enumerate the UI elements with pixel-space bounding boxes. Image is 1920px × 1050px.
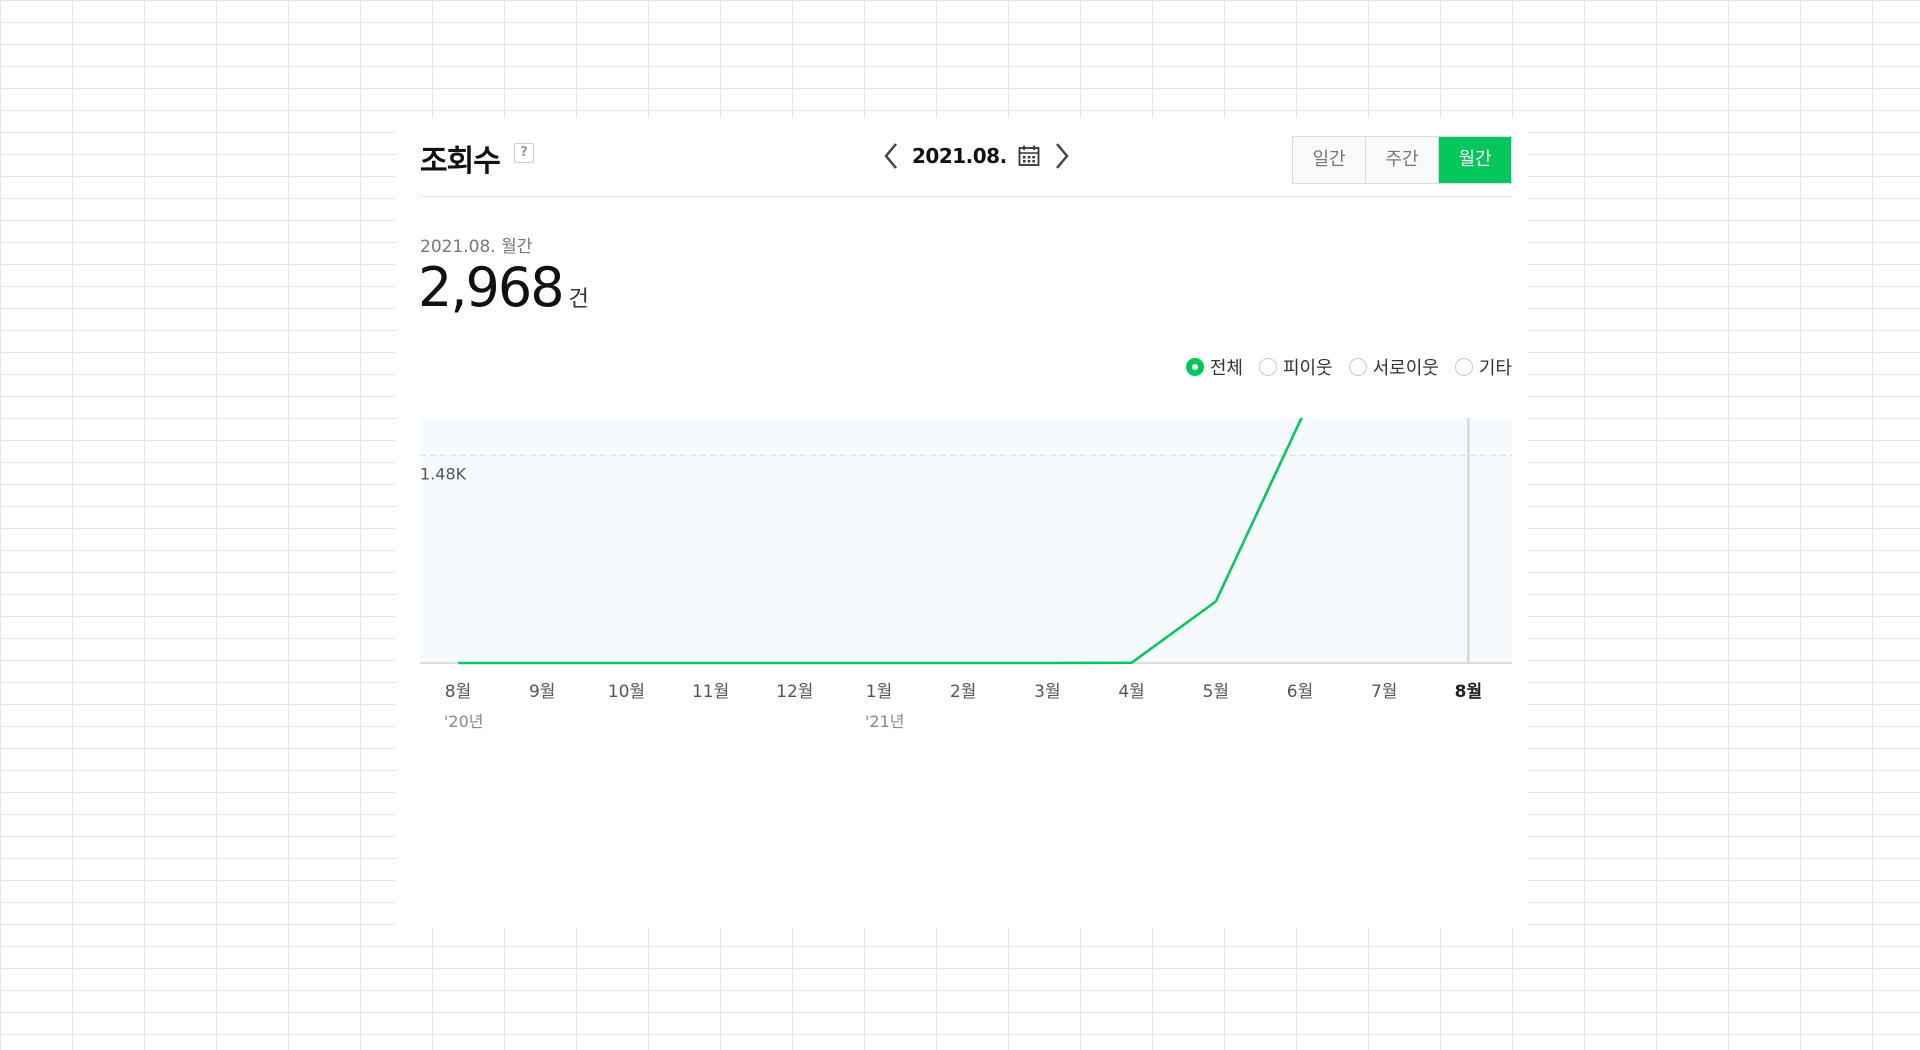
x-tick-label: 5월 <box>1203 682 1229 702</box>
x-tick-label: 4월 <box>1118 682 1144 702</box>
x-tick-label: 3월 <box>1034 682 1060 702</box>
x-year-label: '21년 <box>865 712 904 731</box>
summary-unit: 건 <box>568 287 589 312</box>
filter-label: 피이웃 <box>1282 358 1333 379</box>
x-tick-label: 8월 <box>1455 682 1482 702</box>
x-tick-label: 12월 <box>776 682 813 702</box>
calendar-icon <box>1018 145 1040 166</box>
radio-icon <box>1348 358 1367 376</box>
summary-count: 2,968 건 <box>418 256 589 319</box>
plot-area <box>420 418 1512 663</box>
tab-weekly[interactable]: 주간 <box>1366 137 1439 183</box>
series-line <box>458 418 1304 665</box>
x-tick-label: 6월 <box>1287 682 1313 702</box>
radio-selected-icon <box>1185 358 1204 376</box>
radio-icon <box>1258 358 1277 376</box>
filter-all[interactable]: 전체 <box>1185 354 1243 380</box>
card-header: 조회수 ? 2021.08. 일간 <box>420 118 1512 197</box>
x-tick-label: 2월 <box>950 682 976 702</box>
filter-mutual-neighbors[interactable]: 서로이웃 <box>1348 354 1439 380</box>
x-tick-label: 1월 <box>866 682 892 702</box>
x-tick-label: 7월 <box>1371 682 1397 702</box>
y-tick-label: 1.48K <box>420 465 467 484</box>
chevron-left-icon <box>884 143 897 169</box>
calendar-button[interactable] <box>1017 144 1041 168</box>
summary-value: 2,968 <box>418 256 565 319</box>
filter-label: 서로이웃 <box>1372 358 1439 379</box>
summary-period: 2021.08. 월간 <box>420 237 533 257</box>
views-line-chart: 1.48K2.97K8월9월10월11월12월1월2월3월4월5월6월7월8월'… <box>420 418 1512 731</box>
next-period-button[interactable] <box>1051 138 1073 174</box>
current-date-label: 2021.08. <box>912 144 1007 168</box>
help-icon[interactable]: ? <box>514 143 534 163</box>
tab-daily[interactable]: 일간 <box>1293 137 1366 183</box>
x-tick-label: 10월 <box>608 682 645 702</box>
period-toggle: 일간 주간 월간 <box>1292 136 1512 184</box>
radio-icon <box>1454 358 1473 376</box>
audience-filter: 전체 피이웃 서로이웃 기타 <box>1185 354 1512 380</box>
filter-label: 기타 <box>1478 358 1512 379</box>
tab-monthly[interactable]: 월간 <box>1439 137 1511 183</box>
chevron-right-icon <box>1055 143 1069 169</box>
filter-others[interactable]: 기타 <box>1454 354 1512 380</box>
views-card: 조회수 ? 2021.08. 일간 <box>396 118 1528 928</box>
x-tick-label: 8월 <box>445 682 471 702</box>
x-tick-label: 9월 <box>529 682 555 702</box>
date-navigator: 2021.08. <box>880 136 1073 176</box>
prev-period-button[interactable] <box>880 138 902 174</box>
x-year-label: '20년 <box>444 712 483 731</box>
filter-label: 전체 <box>1209 358 1243 379</box>
page-title: 조회수 <box>420 144 501 179</box>
filter-neighbors[interactable]: 피이웃 <box>1258 354 1333 380</box>
x-tick-label: 11월 <box>692 682 729 702</box>
